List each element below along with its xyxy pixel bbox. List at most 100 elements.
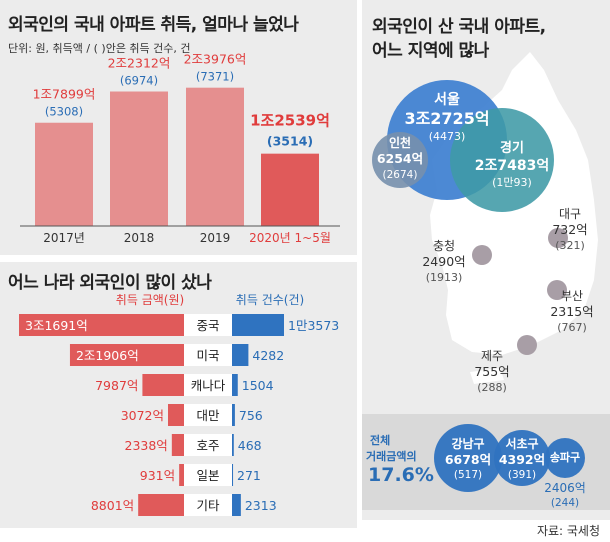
- country-label: 대만: [196, 408, 220, 423]
- gangnam-label-line2: 거래금액의: [366, 450, 417, 463]
- year-amount-label: 1조2539억: [250, 112, 330, 130]
- region-amount: 755억: [474, 364, 509, 379]
- jeju-island-shape: [470, 368, 504, 384]
- gangnam-percent: 17.6%: [368, 464, 434, 486]
- amount-value-label: 3조1691억: [25, 318, 88, 333]
- year-bar: [186, 87, 244, 226]
- country-label: 캐나다: [191, 378, 226, 393]
- district-amount: 4392억: [499, 452, 545, 467]
- year-bar: [261, 153, 319, 226]
- count-bar: [232, 434, 234, 456]
- count-value-label: 4282: [252, 348, 284, 363]
- amount-bar: [138, 494, 184, 516]
- district-amount: 2406억: [544, 481, 586, 495]
- country-label: 기타: [196, 498, 220, 513]
- yearly-title: 외국인의 국내 아파트 취득, 얼마나 늘었나: [8, 15, 299, 35]
- count-value-label: 1만3573: [288, 318, 339, 333]
- incheon-count: (2674): [383, 169, 418, 181]
- country-label-box: [184, 404, 232, 426]
- incheon-amount: 6254억: [377, 151, 423, 166]
- source-note: 자료: 국세청: [536, 524, 600, 538]
- year-tick-label: 2019: [200, 231, 231, 245]
- country-label-box: [184, 464, 232, 486]
- country-label-box: [184, 314, 232, 336]
- year-tick-label: 2017년: [43, 231, 85, 245]
- count-value-label: 271: [237, 468, 261, 483]
- country-label-box: [184, 434, 232, 456]
- count-bar: [232, 464, 234, 486]
- amount-bar: [171, 434, 184, 456]
- region-count: (321): [555, 239, 585, 252]
- region-name: 충청: [433, 239, 455, 253]
- country-label: 호주: [196, 438, 219, 453]
- year-amount-label: 2조3976억: [184, 52, 247, 67]
- year-count-label: (6974): [120, 74, 158, 88]
- map-title-line2: 어느 지역에 많나: [372, 41, 489, 61]
- year-count-label: (7371): [196, 70, 234, 84]
- left-series-header: 취득 금액(원): [116, 293, 184, 307]
- year-bar: [110, 91, 168, 226]
- count-bar: [232, 374, 238, 396]
- region-dot: [548, 228, 568, 248]
- year-bar: [35, 122, 93, 226]
- region-amount: 732억: [552, 222, 587, 237]
- amount-bar: [179, 464, 184, 486]
- district-count: (391): [508, 469, 536, 481]
- gyeonggi-amount: 2조7483억: [475, 158, 549, 174]
- count-value-label: 756: [239, 408, 263, 423]
- amount-value-label: 931억: [140, 468, 175, 483]
- region-count: (288): [477, 381, 507, 394]
- amount-value-label: 7987억: [95, 378, 138, 393]
- country-label-box: [184, 344, 232, 366]
- amount-bar: [168, 404, 184, 426]
- country-label-box: [184, 374, 232, 396]
- district-count: (244): [551, 497, 579, 509]
- country-label: 일본: [196, 468, 219, 483]
- district-name: 강남구: [451, 436, 484, 451]
- count-bar: [232, 494, 241, 516]
- region-dot: [547, 280, 567, 300]
- region-name: 제주: [481, 349, 503, 363]
- year-tick-label: 2020년 1~5월: [249, 231, 331, 245]
- region-name: 대구: [559, 207, 581, 221]
- count-value-label: 468: [238, 438, 262, 453]
- country-label: 중국: [196, 318, 219, 333]
- country-butterfly-chart: 취득 금액(원) 취득 건수(건) 중국 3조1691억 1만3573 미국 2조1906억…: [19, 293, 339, 516]
- district-circle: [434, 424, 502, 492]
- incheon-circle: [372, 132, 428, 188]
- gangnam-label-line1: 전체: [370, 434, 391, 447]
- district-count: (517): [454, 469, 482, 481]
- region-name: 부산: [561, 289, 583, 303]
- amount-value-label: 3072억: [121, 408, 164, 423]
- district-circle: [494, 430, 550, 486]
- amount-value-label: 2338억: [125, 438, 168, 453]
- country-label: 미국: [196, 348, 219, 363]
- region-amount: 2490억: [422, 254, 465, 269]
- map-title-line1: 외국인이 산 국내 아파트,: [372, 17, 546, 37]
- count-bar: [232, 344, 249, 366]
- amount-bar: [142, 374, 184, 396]
- seoul-count: (4473): [429, 130, 466, 143]
- region-dot: [517, 335, 537, 355]
- amount-value-label: 8801억: [91, 498, 134, 513]
- seoul-name: 서울: [434, 91, 460, 108]
- yearly-unit-note: 단위: 원, 취득액 / ( )안은 취득 건수, 건: [8, 42, 191, 55]
- count-value-label: 2313: [245, 498, 277, 513]
- district-amount: 6678억: [445, 452, 491, 467]
- count-value-label: 1504: [242, 378, 274, 393]
- count-bar: [232, 404, 235, 426]
- year-tick-label: 2018: [124, 231, 155, 245]
- region-count: (1913): [426, 271, 463, 284]
- year-count-label: (3514): [267, 134, 313, 149]
- amount-value-label: 2조1906억: [76, 348, 139, 363]
- incheon-name: 인천: [389, 135, 411, 150]
- gyeonggi-count: (1만93): [492, 176, 532, 189]
- seoul-amount: 3조2725억: [404, 109, 489, 128]
- year-amount-label: 2조2312억: [108, 56, 171, 71]
- region-amount: 2315억: [550, 304, 593, 319]
- gyeonggi-circle: [450, 108, 554, 212]
- yearly-bar-chart: 1조7899억 (5308) 2017년 2조2312억 (6974) 2018 2조397…: [20, 52, 340, 245]
